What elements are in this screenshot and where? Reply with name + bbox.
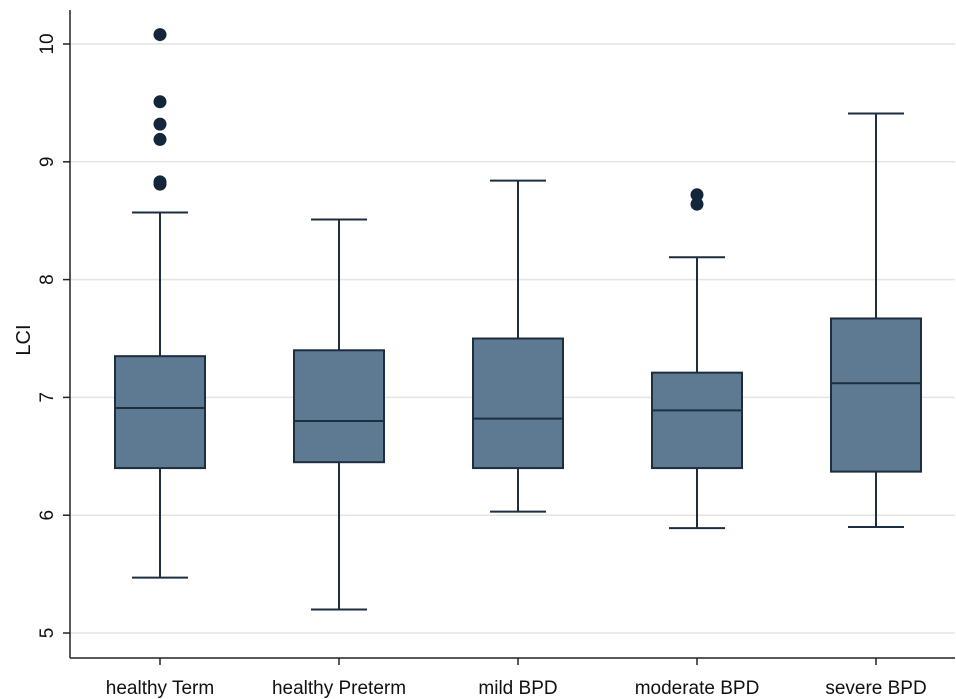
boxes (114, 28, 922, 611)
y-tick-label: 7 (37, 392, 58, 403)
outlier-point (153, 117, 167, 131)
y-ticks: 5 6 7 8 9 10 (37, 33, 70, 638)
y-tick-label: 8 (37, 274, 58, 285)
y-tick-label: 9 (37, 157, 58, 168)
axes (69, 10, 955, 659)
y-tick-label: 10 (37, 33, 58, 54)
category-label: healthy Term (106, 678, 214, 699)
box-group (472, 179, 564, 513)
category-label: moderate BPD (635, 678, 760, 699)
category-label: severe BPD (825, 678, 926, 699)
iqr-box (293, 349, 385, 464)
box-group (830, 112, 922, 528)
iqr-box (651, 371, 743, 470)
y-tick-label: 5 (37, 628, 58, 639)
category-label: healthy Preterm (272, 678, 406, 699)
outlier-point (690, 188, 704, 202)
category-label: mild BPD (478, 678, 557, 699)
outlier-point (153, 132, 167, 146)
box-group (293, 218, 385, 611)
iqr-box (472, 337, 564, 470)
outlier-point (153, 95, 167, 109)
y-tick-label: 6 (37, 510, 58, 521)
box-group (651, 188, 743, 530)
y-axis-title: LCI (13, 324, 35, 355)
outlier-point (690, 197, 704, 211)
iqr-box (114, 355, 206, 470)
iqr-box (830, 317, 922, 473)
outlier-point (153, 177, 167, 191)
category-labels: healthy Term healthy Preterm mild BPD moder… (106, 658, 927, 699)
outlier-point (153, 28, 167, 42)
box-group (114, 28, 206, 579)
